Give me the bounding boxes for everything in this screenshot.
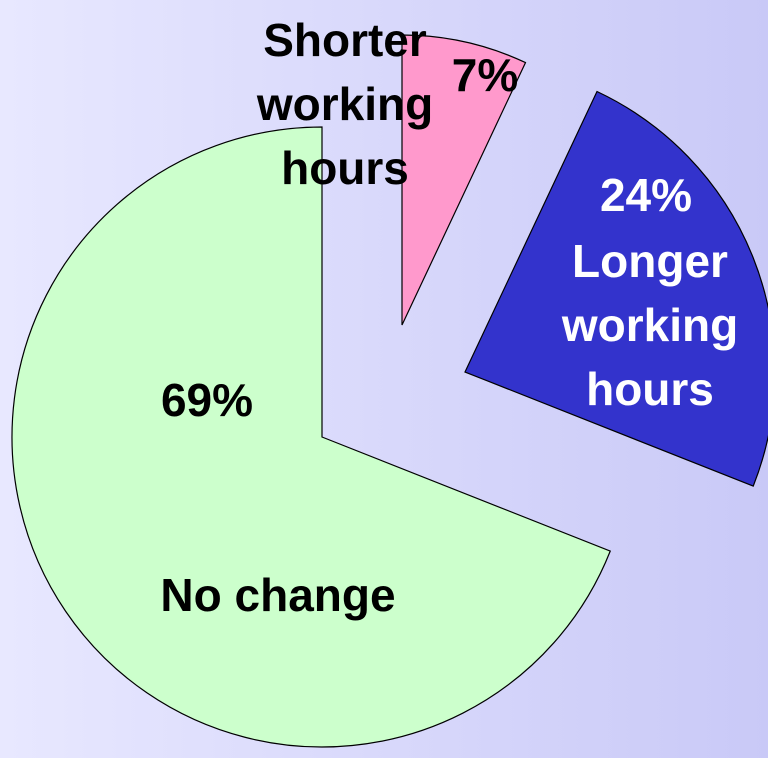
value-label: 69%	[160, 374, 254, 426]
value-label: 7%	[451, 49, 519, 101]
pie-slice	[401, 34, 527, 326]
category-label: No change	[160, 569, 396, 621]
pie-slice	[464, 90, 768, 487]
pie-slice	[11, 126, 612, 748]
value-label: 24%	[599, 169, 693, 221]
category-label: Longer working hours	[561, 235, 739, 415]
category-label: Shorter working hours	[256, 14, 434, 194]
